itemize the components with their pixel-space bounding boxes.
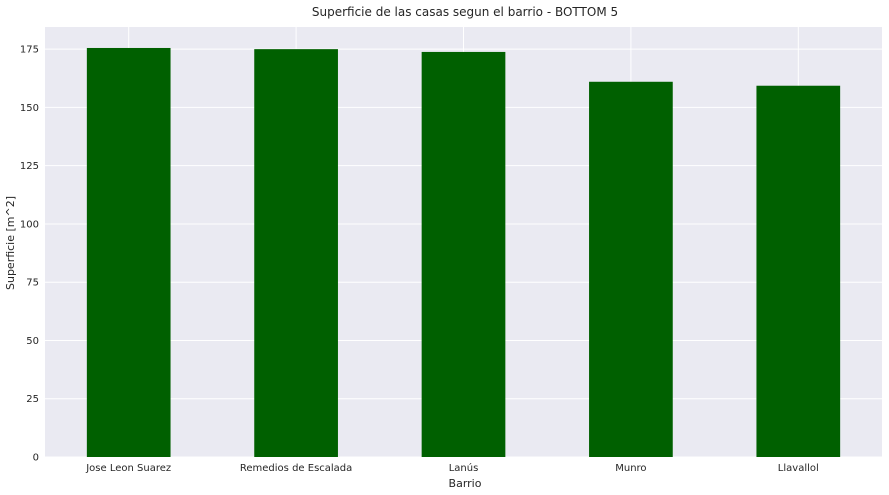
x-tick-label: Lanús (449, 462, 479, 474)
y-tick-label: 150 (20, 103, 39, 114)
x-axis-label: Barrio (449, 477, 482, 490)
y-tick-label: 100 (20, 219, 39, 230)
bar-remedios-de-escalada (254, 49, 338, 457)
bar-llavallol (756, 85, 841, 458)
y-tick-label: 0 (33, 453, 39, 464)
y-tick-label: 125 (20, 161, 39, 172)
y-tick-label: 25 (26, 394, 39, 405)
bar-jose-leon-suarez (86, 47, 171, 457)
x-tick-label: Munro (615, 463, 646, 474)
chart-title: Superficie de las casas segun el barrio … (312, 5, 618, 19)
x-tick-label: Llavallol (778, 463, 819, 474)
y-axis-label: Superficie [m^2] (4, 196, 17, 290)
x-tick-labels: Jose Leon Suarez Remedios de Escalada Lanú… (85, 462, 819, 474)
bar-lan-s (421, 51, 506, 457)
y-tick-labels: 0 25 50 75 100 125 150 175 (20, 45, 39, 464)
y-tick-label: 175 (20, 45, 39, 56)
bars (86, 47, 841, 458)
y-tick-label: 50 (26, 336, 39, 347)
x-tick-label: Jose Leon Suarez (85, 463, 171, 474)
x-tick-label: Remedios de Escalada (240, 463, 352, 474)
bar-munro (589, 81, 673, 457)
y-tick-label: 75 (26, 278, 39, 289)
